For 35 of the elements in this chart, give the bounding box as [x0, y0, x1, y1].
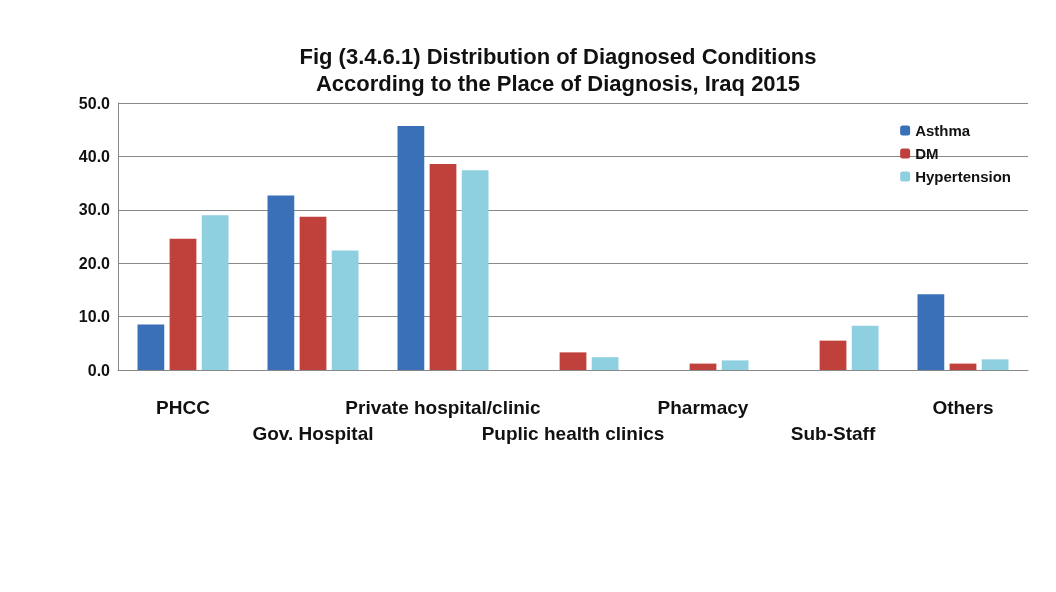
- bar: [689, 363, 717, 370]
- bar: [201, 215, 229, 370]
- x-tick-label: Pharmacy: [657, 396, 749, 418]
- bar: [169, 238, 197, 370]
- legend-label: Hypertension: [915, 168, 1012, 185]
- bar: [591, 357, 619, 370]
- x-tick-label: Others: [932, 396, 994, 418]
- x-tick-label: Puplic health clinics: [481, 422, 665, 444]
- x-tick-label: Private hospital/clinic: [345, 396, 542, 418]
- y-tick-label: 50.0: [78, 94, 111, 112]
- y-tick-label: 0.0: [87, 361, 111, 379]
- y-tick-label: 20.0: [78, 254, 111, 272]
- y-tick-label: 40.0: [78, 147, 111, 165]
- x-tick-label: Sub-Staff: [790, 422, 876, 444]
- y-tick-label: 10.0: [78, 308, 111, 326]
- bar: [331, 250, 359, 370]
- legend-label: DM: [915, 145, 939, 162]
- bar: [917, 294, 945, 370]
- bar: [299, 216, 327, 370]
- bar: [137, 324, 165, 370]
- bar: [397, 125, 425, 370]
- chart-title: Fig (3.4.6.1) Distribution of Diagnosed Conditions According to the Place of Diagnosis, Iraq 2015: [299, 44, 817, 96]
- legend-label: Asthma: [915, 122, 971, 139]
- bar: [429, 163, 457, 370]
- x-tick-label: PHCC: [156, 396, 211, 418]
- bar: [819, 340, 847, 370]
- x-tick-label: Gov. Hospital: [252, 422, 374, 444]
- bar: [851, 325, 879, 370]
- y-tick-label: 30.0: [78, 201, 111, 219]
- bar: [949, 363, 977, 370]
- bar: [981, 359, 1009, 370]
- bar: [559, 352, 587, 370]
- bar: [461, 170, 489, 370]
- bar: [721, 360, 749, 370]
- bar: [267, 195, 295, 370]
